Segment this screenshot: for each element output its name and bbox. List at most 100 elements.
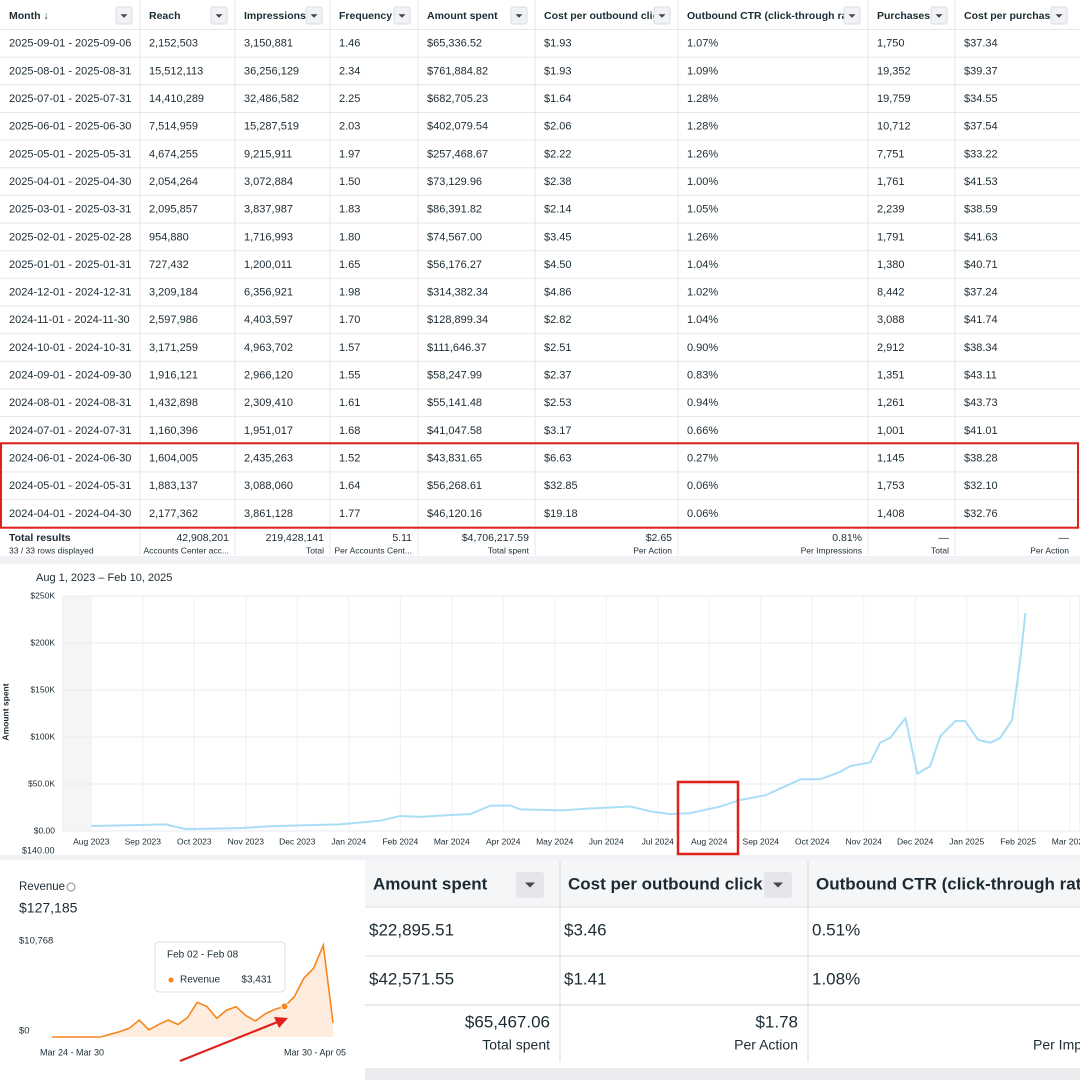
column-header: Amount spent (373, 874, 488, 893)
table-cell: 2,054,264 (149, 176, 198, 188)
x-tick-label: Mar 24 - Mar 30 (40, 1047, 104, 1057)
table-cell: 3,209,184 (149, 287, 198, 299)
table-cell: $73,129.96 (427, 176, 482, 188)
table-cell: $2.14 (544, 204, 572, 216)
table-cell: 1.52 (339, 452, 360, 464)
table-cell: 8,442 (877, 287, 905, 299)
table-cell: 0.90% (687, 342, 718, 354)
x-tick-label: Aug 2023 (73, 836, 110, 846)
widget-title: Revenue (19, 881, 65, 893)
table-cell: 2025-05-01 - 2025-05-31 (9, 148, 131, 160)
table-cell: 3,088,060 (244, 480, 293, 492)
total-value: — (1059, 532, 1070, 544)
total-label: Per Action (633, 545, 672, 555)
table-cell: 1,261 (877, 397, 905, 409)
table-cell: 4,674,255 (149, 148, 198, 160)
total-value: 0.81% (832, 532, 862, 544)
table-cell: 1,916,121 (149, 370, 198, 382)
table-cell: 0.51% (812, 920, 860, 939)
total-value: 42,908,201 (176, 532, 229, 544)
x-tick-label: Mar 30 - Apr 05 (284, 1047, 346, 1057)
table-cell: 0.94% (687, 397, 718, 409)
table-cell: $58,247.99 (427, 370, 482, 382)
table-cell: 1.83 (339, 204, 360, 216)
total-label: Per Impressions (801, 545, 862, 555)
table-cell: $46,120.16 (427, 508, 482, 520)
table-cell: 2025-06-01 - 2025-06-30 (9, 121, 131, 133)
table-cell: 3,150,881 (244, 38, 293, 50)
table-cell: 15,287,519 (244, 121, 299, 133)
table-cell: 1.00% (687, 176, 718, 188)
y-tick-label: $250K (30, 590, 55, 600)
info-icon[interactable] (66, 882, 76, 892)
table-cell: 2025-08-01 - 2025-08-31 (9, 65, 131, 77)
table-cell: 0.83% (687, 370, 718, 382)
footer-band (365, 1068, 1080, 1080)
total-value: $65,467.06 (465, 1012, 550, 1031)
table-cell: 1,951,017 (244, 425, 293, 437)
table-cell: $41.74 (964, 314, 998, 326)
table-cell: 954,880 (149, 231, 189, 243)
total-label: Per Action (734, 1037, 798, 1053)
dropdown-caret (525, 882, 535, 888)
table-cell: 0.06% (687, 508, 718, 520)
table-cell: $33.22 (964, 148, 998, 160)
table-cell: 1.77 (339, 508, 360, 520)
table-cell: 2024-08-01 - 2024-08-31 (9, 397, 131, 409)
tooltip-value: $3,431 (241, 975, 272, 986)
x-tick-label: Nov 2023 (228, 836, 265, 846)
table-cell: $38.28 (964, 452, 998, 464)
table-cell: 2024-10-01 - 2024-10-31 (9, 342, 131, 354)
table-cell: 2,966,120 (244, 370, 293, 382)
table-cell: 2025-02-01 - 2025-02-28 (9, 231, 131, 243)
column-header: Cost per outbound click (544, 10, 664, 22)
table-cell: $40.71 (964, 259, 998, 271)
x-tick-label: Jun 2024 (589, 836, 624, 846)
dropdown-caret (120, 14, 128, 18)
table-cell: 3,072,884 (244, 176, 293, 188)
x-tick-label: Sep 2024 (743, 836, 780, 846)
total-label: Total spent (482, 1037, 550, 1053)
x-tick-label: Jul 2024 (642, 836, 674, 846)
table-cell: 4,963,702 (244, 342, 293, 354)
y-tick-label: $50.0K (28, 778, 55, 788)
widget-total: $127,185 (19, 900, 78, 916)
table-cell: 1.28% (687, 93, 718, 105)
cutoff-label: $140.00 (22, 845, 55, 855)
table-cell: 1,761 (877, 176, 905, 188)
table-cell: $761,884.82 (427, 65, 488, 77)
table-cell: $3.45 (544, 231, 572, 243)
table-cell: $1.93 (544, 65, 572, 77)
column-header: Frequency (339, 10, 392, 22)
total-value: 5.11 (392, 532, 412, 544)
table-cell: 1,001 (877, 425, 905, 437)
table-cell: 1,145 (877, 452, 905, 464)
table-cell: $41.01 (964, 425, 998, 437)
x-tick-label: Jan 2024 (331, 836, 366, 846)
table-cell: $39.37 (964, 65, 998, 77)
table-cell: 1.68 (339, 425, 360, 437)
table-cell: 1,408 (877, 508, 905, 520)
table-cell: 1,604,005 (149, 452, 198, 464)
dropdown-caret (215, 14, 223, 18)
table-cell: 1.09% (687, 65, 718, 77)
table-cell: 2,239 (877, 204, 905, 216)
table-cell: 2.34 (339, 65, 360, 77)
x-tick-label: Dec 2023 (279, 836, 316, 846)
column-header: Purchases (877, 10, 930, 22)
column-header: Impressions (244, 10, 306, 22)
x-tick-label: Feb 2024 (382, 836, 418, 846)
table-cell: 3,171,259 (149, 342, 198, 354)
table-cell: 1.26% (687, 148, 718, 160)
y-axis-title: Amount spent (0, 683, 10, 740)
dropdown-caret (310, 14, 318, 18)
table-cell: 1,432,898 (149, 397, 198, 409)
mini-header-bg (365, 860, 1080, 907)
table-cell: 2024-11-01 - 2024-11-30 (9, 314, 130, 326)
table-cell: 2,309,410 (244, 397, 293, 409)
table-cell: $32.10 (964, 480, 998, 492)
highlight-box (676, 780, 740, 856)
table-cell: $682,705.23 (427, 93, 488, 105)
y-tick-label: $0.00 (34, 825, 56, 835)
x-tick-label: Oct 2023 (177, 836, 212, 846)
